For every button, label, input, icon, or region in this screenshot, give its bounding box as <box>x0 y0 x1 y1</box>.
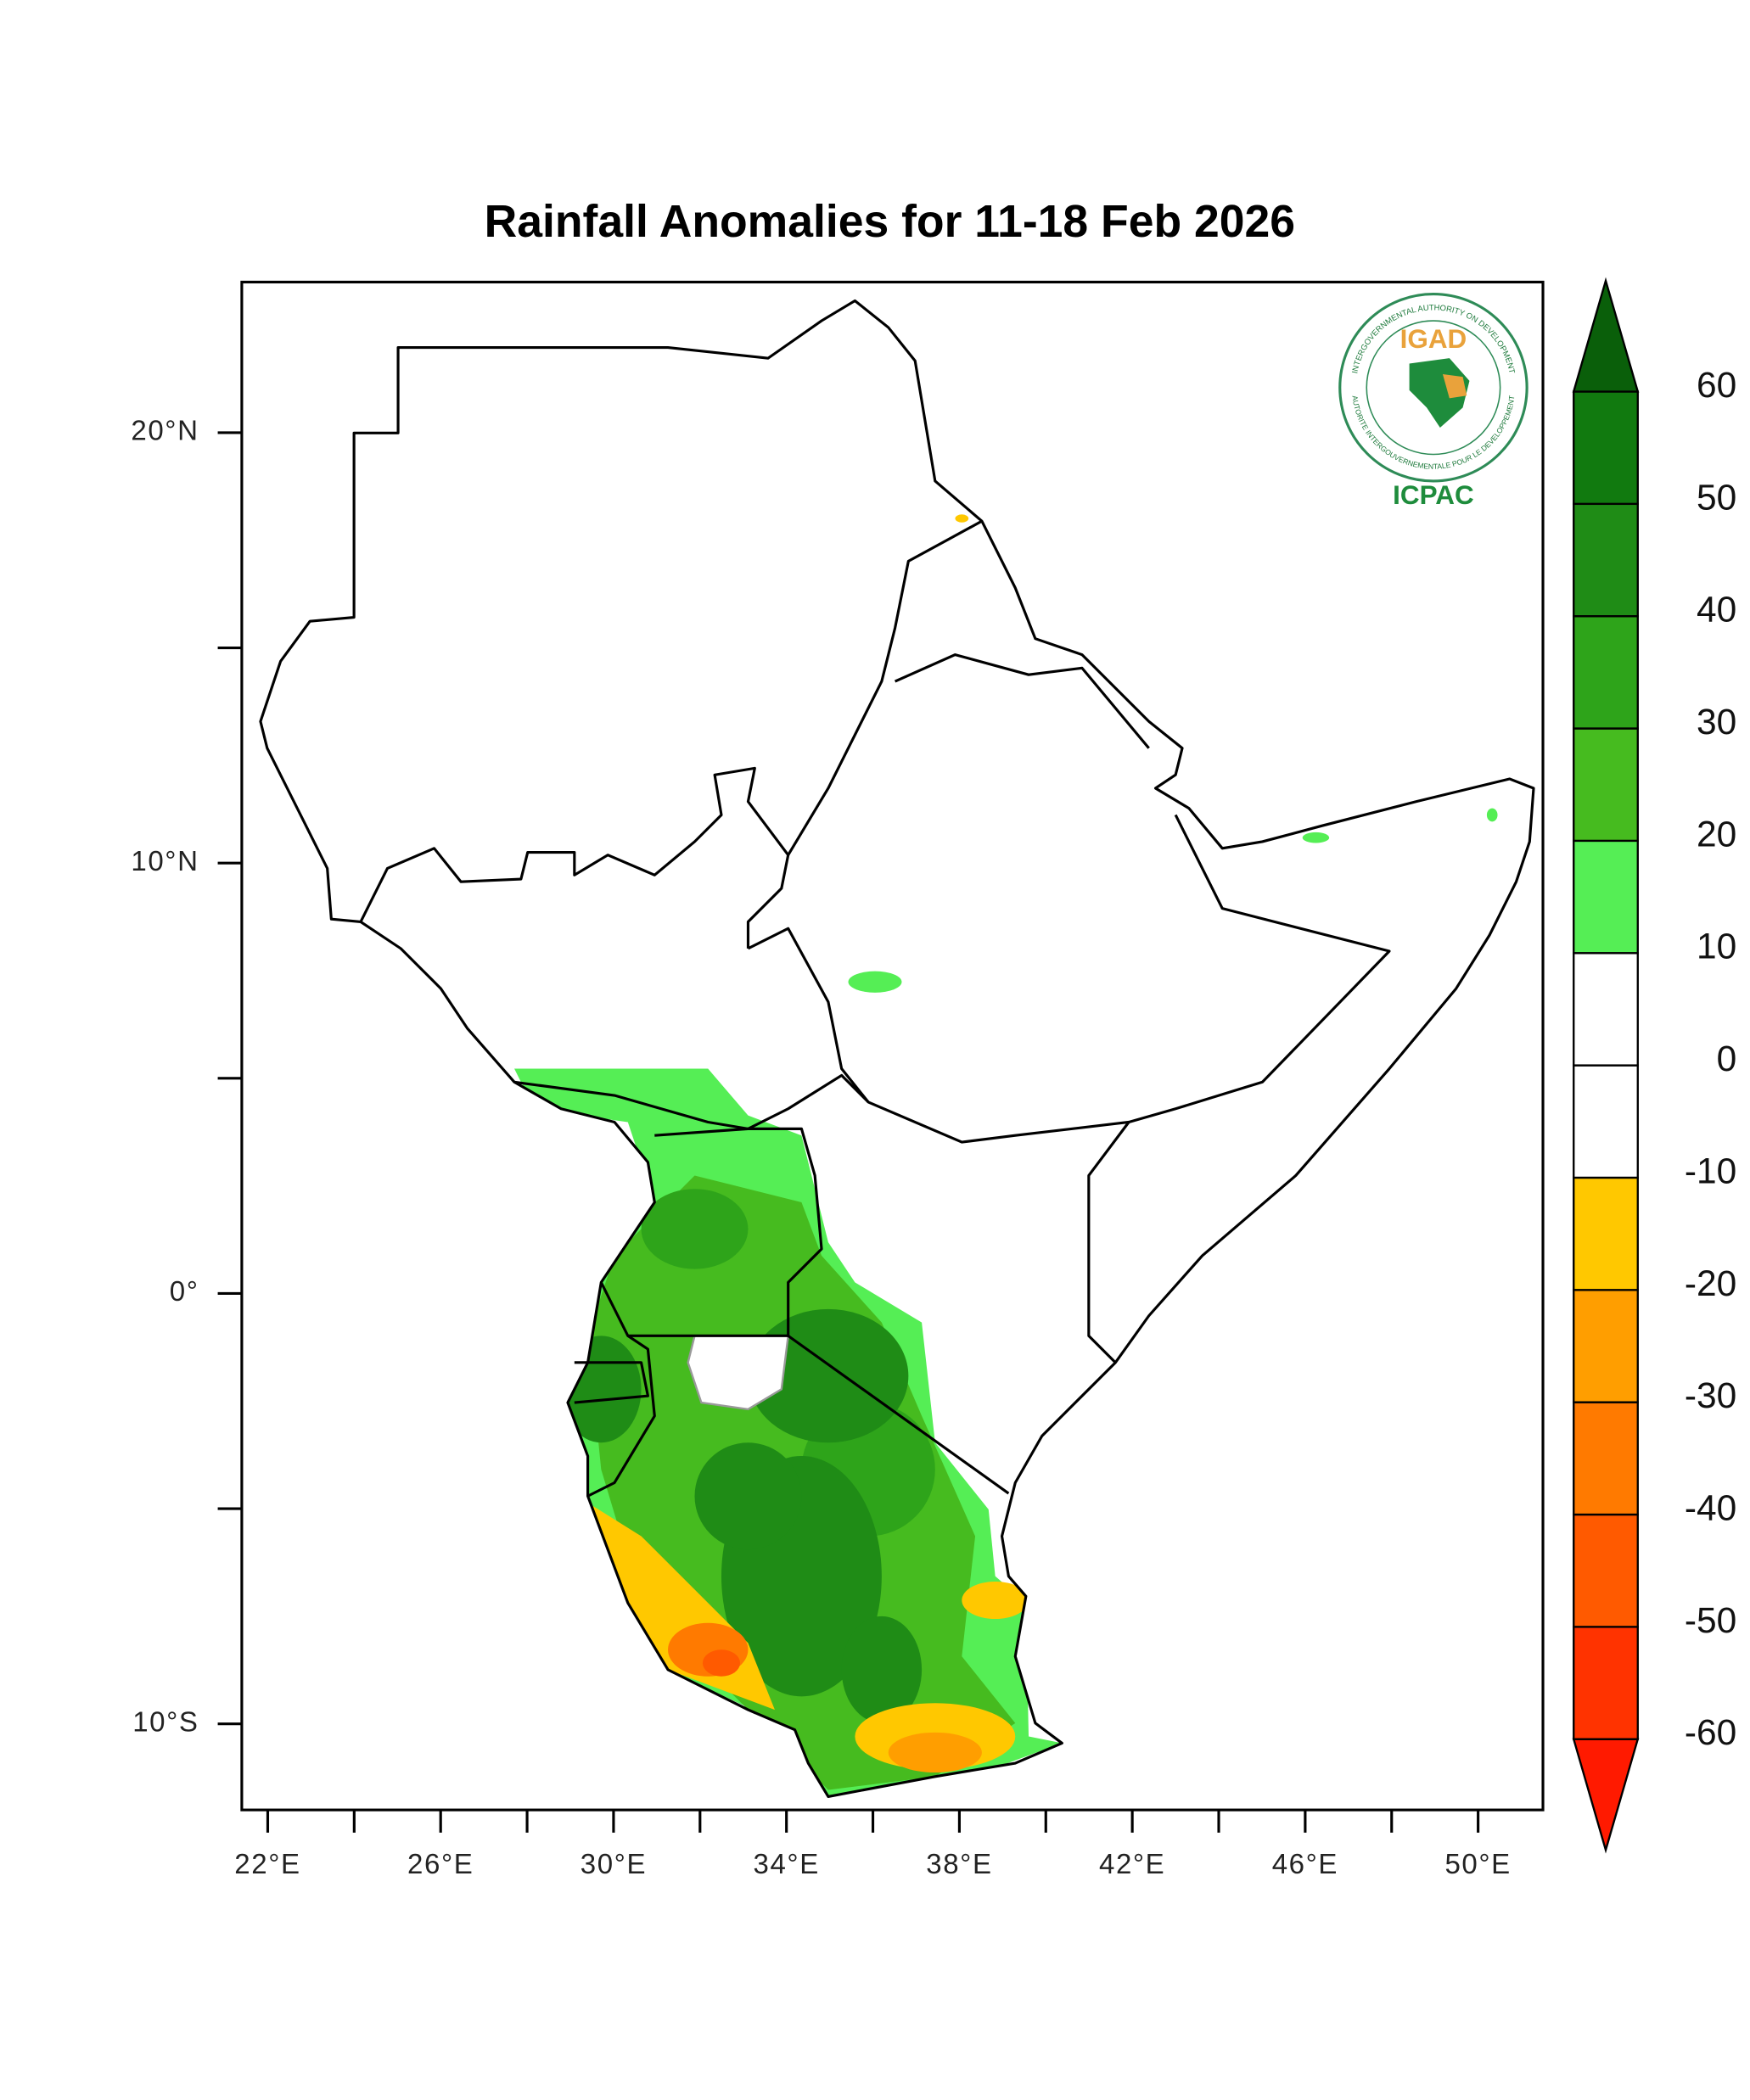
y-tick-label: 20°N <box>131 416 199 447</box>
colorbar-bin <box>1573 839 1639 955</box>
colorbar-bin <box>1573 1513 1639 1628</box>
colorbar-label: -50 <box>1685 1601 1736 1641</box>
colorbar-bin <box>1573 390 1639 506</box>
colorbar-bin <box>1573 502 1639 618</box>
colorbar-label: -60 <box>1685 1713 1736 1753</box>
anomaly-area <box>848 971 902 993</box>
colorbar-label: 50 <box>1697 478 1736 518</box>
colorbar-label: -20 <box>1685 1264 1736 1304</box>
colorbar-bin <box>1573 727 1639 843</box>
border <box>574 1361 649 1404</box>
colorbar-bin <box>1573 1064 1639 1179</box>
x-tick-label: 22°E <box>234 1849 300 1880</box>
x-tick-label: 42°E <box>1099 1849 1165 1880</box>
colorbar-bin <box>1573 1289 1639 1403</box>
x-tick-label: 26°E <box>407 1849 474 1880</box>
border <box>586 1335 656 1498</box>
anomaly-area <box>962 1581 1029 1620</box>
anomaly-area <box>888 1732 982 1773</box>
border <box>747 927 1130 1144</box>
anomaly-area <box>702 1649 741 1677</box>
logo-centre: ICPAC <box>1393 480 1474 510</box>
colorbar-bin <box>1573 1626 1639 1740</box>
x-tick-label: 46°E <box>1272 1849 1338 1880</box>
colorbar-label: 40 <box>1697 591 1736 630</box>
anomaly-area <box>955 514 969 523</box>
colorbar-label: 20 <box>1697 815 1736 854</box>
y-tick-label: 0° <box>170 1276 199 1308</box>
y-tick-label: 10°S <box>132 1706 199 1738</box>
logo: INTERGOVERNMENTAL AUTHORITY ON DEVELOPME… <box>1338 293 1528 510</box>
colorbar-extension <box>1572 1738 1640 1854</box>
colorbar-label: 10 <box>1697 927 1736 967</box>
borders <box>259 299 1535 1798</box>
border <box>894 653 1150 749</box>
border <box>787 519 983 856</box>
colorbar-bin <box>1573 1401 1639 1516</box>
x-tick-label: 50°E <box>1444 1849 1511 1880</box>
border <box>1087 814 1391 1364</box>
logo-region <box>1442 374 1467 399</box>
logo-africa <box>1409 358 1470 428</box>
border <box>599 1127 823 1337</box>
y-tick-label: 10°N <box>131 846 199 877</box>
colorbar-bin <box>1573 615 1639 730</box>
anomaly-area <box>641 1189 749 1269</box>
colorbar-label: -40 <box>1685 1489 1736 1529</box>
colorbar-bin <box>1573 1176 1639 1291</box>
colorbar-label: 0 <box>1717 1039 1737 1079</box>
colorbar-bin <box>1573 952 1639 1067</box>
x-tick-label: 38°E <box>926 1849 992 1880</box>
colorbar-extension <box>1572 277 1640 393</box>
anomaly-area <box>1302 832 1330 843</box>
logo-name: IGAD <box>1400 324 1467 354</box>
x-tick-label: 34°E <box>754 1849 820 1880</box>
colorbar-label: 60 <box>1697 366 1736 406</box>
anomaly-area <box>841 1616 923 1723</box>
anomaly-field <box>514 514 1498 1797</box>
colorbar-label: 30 <box>1697 703 1736 742</box>
colorbar-label: -10 <box>1685 1151 1736 1191</box>
map-title: Rainfall Anomalies for 11-18 Feb 2026 <box>485 197 1295 247</box>
anomaly-area <box>1486 808 1498 822</box>
x-tick-label: 30°E <box>581 1849 647 1880</box>
anomaly-area <box>694 1442 802 1550</box>
border <box>787 1335 1010 1495</box>
colorbar-label: -30 <box>1685 1376 1736 1416</box>
